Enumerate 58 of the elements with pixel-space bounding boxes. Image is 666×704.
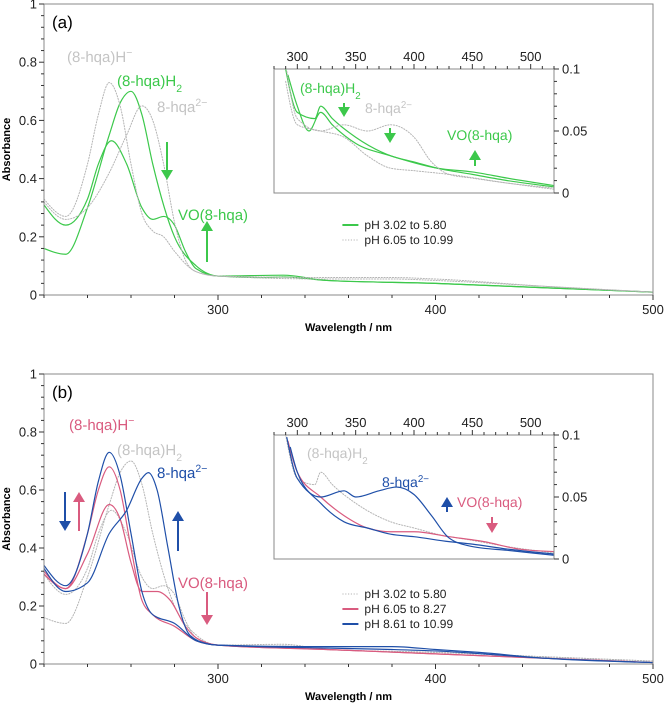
y-tick-label: 0 [30,656,37,672]
x-tick-label: 450 [461,49,484,64]
x-tick-label: 400 [403,415,425,430]
x-tick-label: 350 [344,49,367,64]
y-tick-label: 0.8 [18,424,37,440]
x-tick-label: 300 [286,415,308,430]
y-tick-label: 0.2 [18,598,37,614]
y-tick-label: 1 [30,366,37,382]
y-tick-label: 0 [30,288,37,302]
y-axis-title: Absorbance [1,487,13,551]
y-tick-label: 0.05 [562,490,588,504]
y-tick-label: 0.2 [18,229,37,244]
annotation: 8-hqa$^{2−}$ [365,100,412,116]
annotation: (8-hqa)H$^{−}$ [67,47,132,66]
annotation: (8-hqa)H$_{2}$ [300,80,361,102]
legend-label: pH 3.02 to 5.80 [364,587,447,601]
x-tick-label: 400 [424,302,446,317]
annotation: VO(8-hqa) [178,207,248,224]
legend-label: pH 6.05 to 8.27 [364,602,447,616]
legend-label: pH 8.61 to 10.99 [364,617,454,631]
x-axis-title: Wavelength / nm [305,322,392,334]
annotation: (8-hqa)H$_{2}$ [307,445,368,466]
y-tick-label: 0.1 [562,428,580,442]
x-tick-label: 350 [344,415,367,430]
y-tick-label: 0.1 [562,62,580,76]
legend-label: pH 3.02 to 5.80 [364,218,447,232]
y-tick-label: 0 [562,186,570,200]
legend-label: pH 6.05 to 10.99 [364,233,454,247]
y-tick-label: 0.4 [18,171,37,186]
annotation: (8-hqa)H$^{−}$ [69,415,134,434]
annotation: VO(8-hqa) [457,494,522,510]
x-tick-label: 300 [207,302,229,317]
annotation: VO(8-hqa) [178,575,248,592]
annotation: (b) [52,383,73,402]
y-tick-label: 0.4 [18,540,37,556]
x-tick-label: 300 [207,671,229,686]
x-tick-label: 500 [520,415,542,430]
annotation: 8-hqa$^{2−}$ [157,97,208,116]
annotation: (8-hqa)H$_{2}$ [117,442,182,464]
x-tick-label: 500 [520,49,542,64]
annotation: VO(8-hqa) [447,127,512,143]
x-tick-label: 450 [461,415,484,430]
x-tick-label: 500 [642,671,664,686]
x-tick-label: 500 [642,302,664,317]
y-tick-label: 0.6 [18,112,37,128]
y-axis-title: Absorbance [1,118,13,182]
y-tick-label: 0.6 [18,482,37,498]
x-axis-title: Wavelength / nm [305,691,392,703]
x-tick-label: 300 [286,49,308,64]
annotation: (a) [52,13,73,32]
annotation: 8-hqa$^{2−}$ [382,474,430,490]
y-tick-label: 0 [562,552,570,566]
x-tick-label: 400 [403,49,425,64]
annotation: (8-hqa)H$_{2}$ [117,73,182,95]
annotation: 8-hqa$^{2−}$ [157,463,208,482]
y-tick-label: 0.8 [18,54,37,70]
x-tick-label: 400 [424,671,446,686]
y-tick-label: 0.05 [562,124,588,138]
